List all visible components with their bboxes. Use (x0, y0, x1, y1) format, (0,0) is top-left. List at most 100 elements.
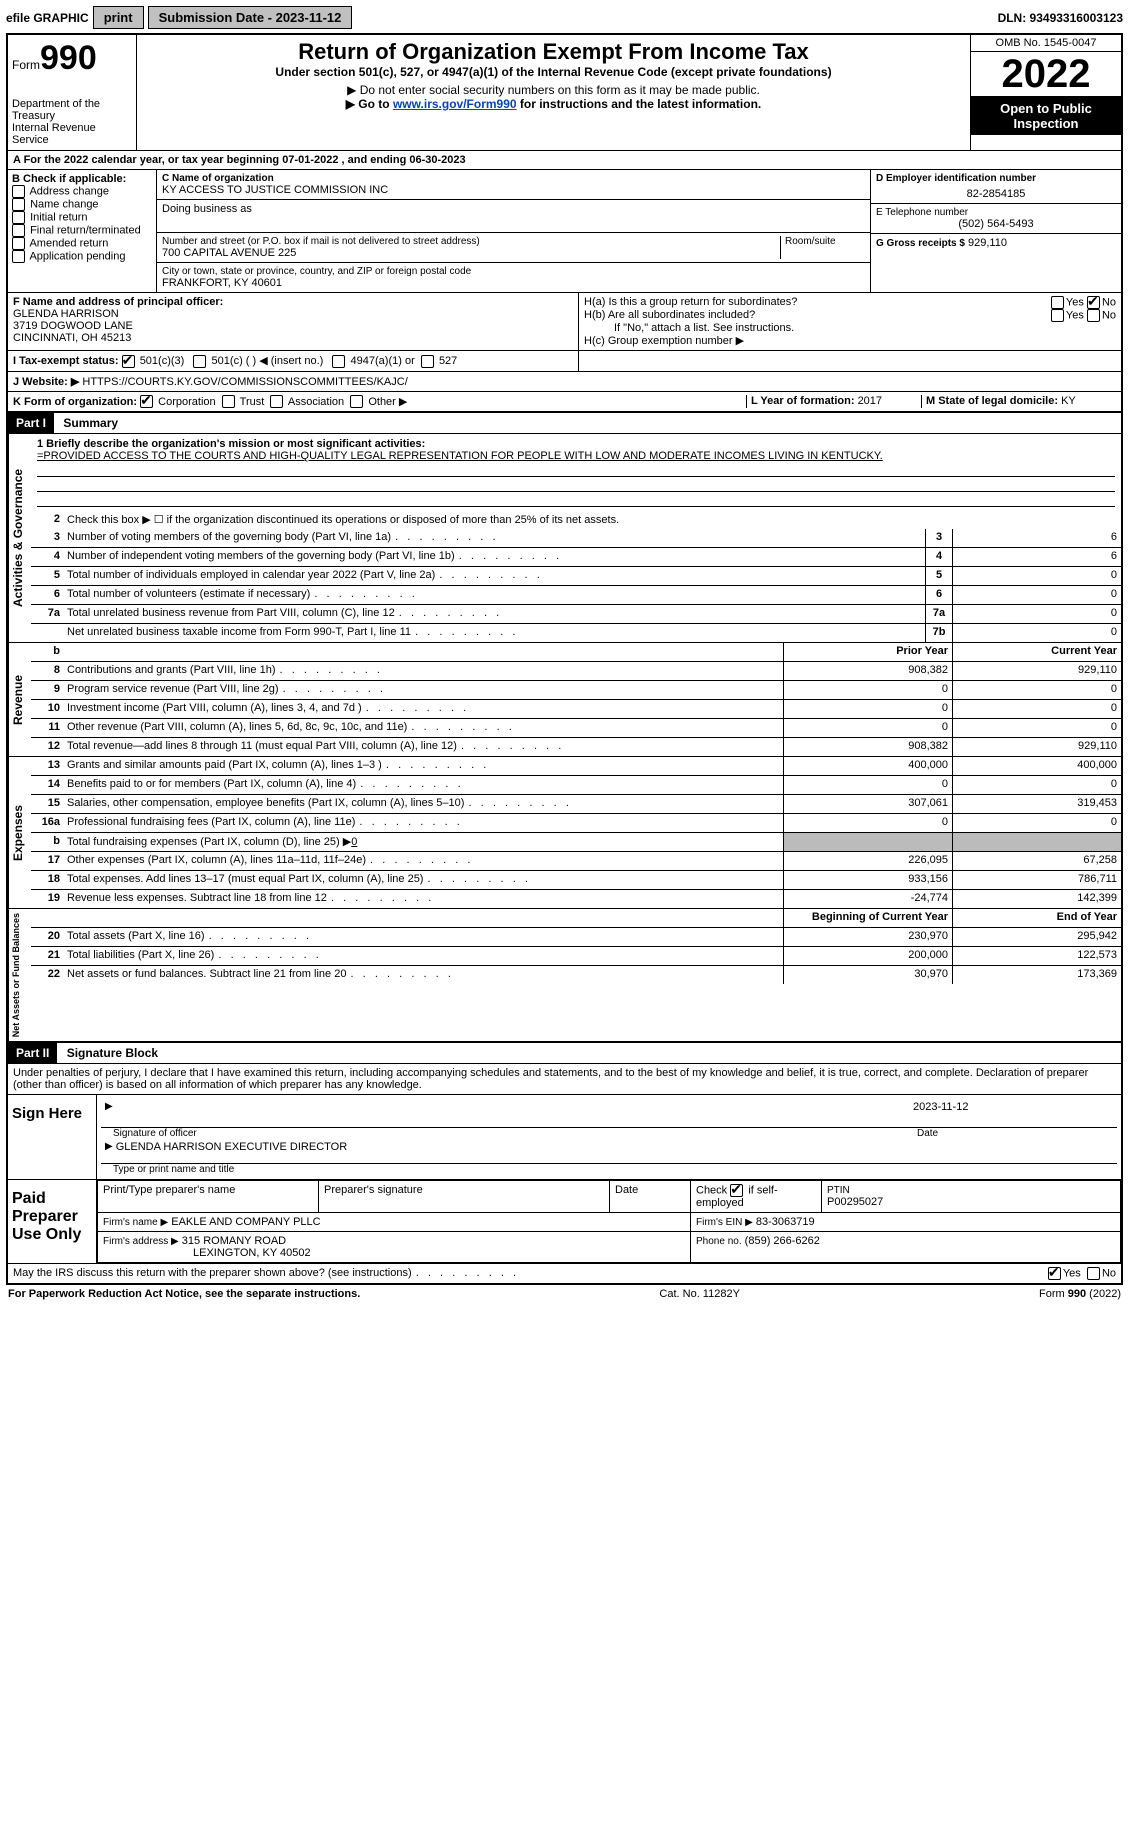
sign-right: 2023-11-12 Signature of officer Date GLE… (97, 1095, 1121, 1179)
omb-number: OMB No. 1545-0047 (971, 35, 1121, 51)
line-desc: Professional fundraising fees (Part IX, … (63, 814, 783, 832)
line-desc: Other expenses (Part IX, column (A), lin… (63, 852, 783, 870)
box-f: F Name and address of principal officer:… (8, 293, 579, 350)
check-initial: Initial return (12, 211, 152, 224)
h1b-yes[interactable] (1051, 309, 1064, 322)
subtitle-1: Under section 501(c), 527, or 4947(a)(1)… (143, 65, 964, 79)
ptin-value: P00295027 (827, 1196, 883, 1208)
briefly-box: 1 Briefly describe the organization's mi… (31, 434, 1121, 511)
form-title: Return of Organization Exempt From Incom… (143, 39, 964, 65)
discuss-no[interactable] (1087, 1267, 1100, 1280)
check-amended: Amended return (12, 237, 152, 250)
current-value: 929,110 (952, 738, 1121, 756)
box-b-label: B Check if applicable: (12, 173, 152, 185)
current-value: 173,369 (952, 966, 1121, 984)
print-button[interactable]: print (93, 6, 144, 29)
officer-typed-name: GLENDA HARRISON EXECUTIVE DIRECTOR (116, 1141, 347, 1161)
org-trust[interactable] (222, 395, 235, 408)
line-desc: Net unrelated business taxable income fr… (63, 624, 925, 642)
part2-title: Signature Block (61, 1046, 158, 1060)
gross-value: 929,110 (968, 237, 1007, 249)
self-employed-check[interactable] (730, 1184, 743, 1197)
current-value: 786,711 (952, 871, 1121, 889)
h1b-label: H(b) Are all subordinates included? (584, 309, 755, 322)
gross-label: G Gross receipts $ (876, 238, 965, 249)
prior-value: 307,061 (783, 795, 952, 813)
firm-phone: (859) 266-6262 (745, 1235, 820, 1247)
subtitle-3: ▶ Go to www.irs.gov/Form990 for instruct… (143, 97, 964, 111)
line-desc: Total expenses. Add lines 13–17 (must eq… (63, 871, 783, 889)
part2-header-row: Part II Signature Block (8, 1041, 1121, 1064)
current-value: 319,453 (952, 795, 1121, 813)
org-assoc[interactable] (270, 395, 283, 408)
dept-treasury: Department of the Treasury (12, 98, 132, 122)
line-desc: Salaries, other compensation, employee b… (63, 795, 783, 813)
discuss-yes[interactable] (1048, 1267, 1061, 1280)
check-address: Address change (12, 185, 152, 198)
org-corp[interactable] (140, 395, 153, 408)
tax-527[interactable] (421, 355, 434, 368)
tax-501c3[interactable] (122, 355, 135, 368)
irs-link[interactable]: www.irs.gov/Form990 (393, 97, 517, 111)
line-desc: Total number of volunteers (estimate if … (63, 586, 925, 604)
line-desc: Benefits paid to or for members (Part IX… (63, 776, 783, 794)
org-name: KY ACCESS TO JUSTICE COMMISSION INC (162, 184, 865, 196)
current-value: 0 (952, 814, 1121, 832)
prior-value: 200,000 (783, 947, 952, 965)
line-desc: Contributions and grants (Part VIII, lin… (63, 662, 783, 680)
h1a-yes[interactable] (1051, 296, 1064, 309)
line-desc: Total unrelated business revenue from Pa… (63, 605, 925, 623)
h1b-no[interactable] (1087, 309, 1100, 322)
dln-label: DLN: 93493316003123 (998, 11, 1123, 25)
current-value: 122,573 (952, 947, 1121, 965)
row-klm: K Form of organization: Corporation Trus… (8, 391, 1121, 412)
boy-header: Beginning of Current Year (783, 909, 952, 927)
prior-value: 0 (783, 700, 952, 718)
city-label: City or town, state or province, country… (162, 266, 865, 277)
part1-header: Part I (8, 413, 54, 433)
footer-left: For Paperwork Reduction Act Notice, see … (8, 1288, 360, 1300)
header-center: Return of Organization Exempt From Incom… (137, 35, 970, 150)
submission-button[interactable]: Submission Date - 2023-11-12 (148, 6, 353, 29)
irs-label: Internal Revenue Service (12, 122, 132, 146)
penalty-text: Under penalties of perjury, I declare th… (8, 1064, 1121, 1095)
paid-preparer-label: Paid Preparer Use Only (8, 1180, 97, 1263)
sig-date-label: Date (917, 1128, 1117, 1139)
line-desc: Revenue less expenses. Subtract line 18 … (63, 890, 783, 908)
top-toolbar: efile GRAPHIC print Submission Date - 20… (6, 6, 1123, 29)
current-value: 929,110 (952, 662, 1121, 680)
efile-label: efile GRAPHIC (6, 11, 89, 25)
sign-date-val: 2023-11-12 (913, 1101, 1113, 1125)
part2-header: Part II (8, 1043, 57, 1063)
check-final: Final return/terminated (12, 224, 152, 237)
check-pending: Application pending (12, 250, 152, 263)
prior-value: 908,382 (783, 662, 952, 680)
line-value: 0 (952, 567, 1121, 585)
year-formation: 2017 (858, 395, 882, 407)
discuss-question: May the IRS discuss this return with the… (13, 1267, 1048, 1280)
addr-label: Number and street (or P.O. box if mail i… (162, 236, 780, 247)
brief-text: =PROVIDED ACCESS TO THE COURTS AND HIGH-… (37, 450, 1115, 462)
website-url: HTTPS://COURTS.KY.GOV/COMMISSIONSCOMMITT… (82, 376, 407, 388)
current-value: 142,399 (952, 890, 1121, 908)
ein-value: 82-2854185 (876, 188, 1116, 200)
current-value: 295,942 (952, 928, 1121, 946)
header-row: Form990 Department of the Treasury Inter… (8, 35, 1121, 151)
room-suite: Room/suite (780, 236, 865, 259)
prior-value: 0 (783, 814, 952, 832)
tel-label: E Telephone number (876, 207, 1116, 218)
tax-501c[interactable] (193, 355, 206, 368)
preparer-date-label: Date (610, 1181, 691, 1213)
prior-value: 400,000 (783, 757, 952, 775)
firm-addr2: LEXINGTON, KY 40502 (103, 1247, 311, 1259)
h1a-no[interactable] (1087, 296, 1100, 309)
eoy-header: End of Year (952, 909, 1121, 927)
preparer-sig-label: Preparer's signature (319, 1181, 610, 1213)
tax-4947[interactable] (332, 355, 345, 368)
org-other[interactable] (350, 395, 363, 408)
line-desc: Program service revenue (Part VIII, line… (63, 681, 783, 699)
box-b: B Check if applicable: Address change Na… (8, 170, 157, 292)
line-desc: Total liabilities (Part X, line 26) (63, 947, 783, 965)
org-name-label: C Name of organization (162, 173, 865, 184)
line-value: 6 (952, 529, 1121, 547)
